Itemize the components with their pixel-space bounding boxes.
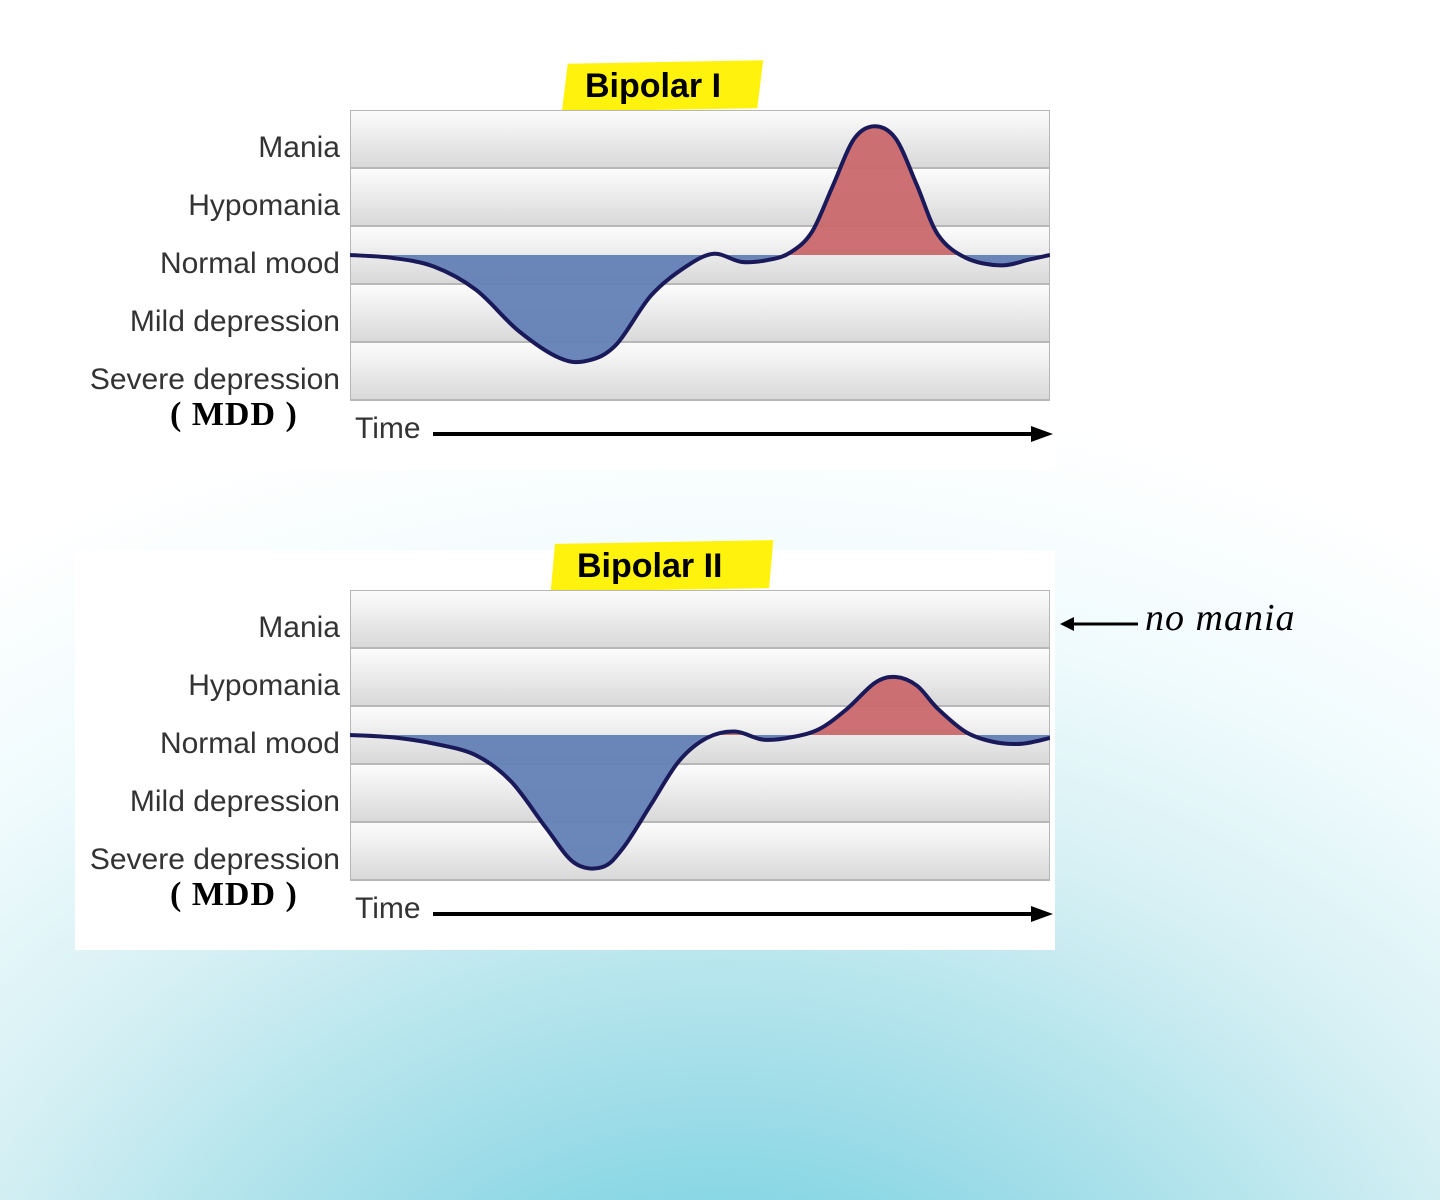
no-mania-annotation: no mania: [1145, 596, 1296, 640]
ylabel-milddep-2: Mild depression: [130, 785, 340, 819]
ylabel-severedep-2: Severe depression: [90, 843, 340, 877]
ylabel-milddep: Mild depression: [130, 305, 340, 339]
chart-svg-bp2: [350, 590, 1050, 890]
ylabel-hypomania-2: Hypomania: [188, 669, 340, 703]
ylabel-normal-2: Normal mood: [160, 727, 340, 761]
ylabel-mania: Mania: [258, 131, 340, 165]
ylabel-normal: Normal mood: [160, 247, 340, 281]
time-arrow-bp2: [433, 904, 1053, 924]
x-axis-label-bp2: Time: [355, 892, 421, 926]
no-mania-arrow: [1060, 612, 1140, 636]
time-arrow-bp1: [433, 424, 1053, 444]
chart-title-bp1: Bipolar I: [575, 65, 731, 108]
chart-svg-bp1: [350, 110, 1050, 410]
panel-bipolar-2: Bipolar II Mania Hypomania Normal mood M…: [75, 550, 1055, 950]
mdd-annotation-bp2: ( MDD ): [170, 876, 298, 914]
chart-title-bp2: Bipolar II: [567, 545, 732, 588]
ylabel-hypomania: Hypomania: [188, 189, 340, 223]
ylabel-severedep: Severe depression: [90, 363, 340, 397]
panel-bipolar-1: Bipolar I Mania Hypomania Normal mood Mi…: [75, 70, 1055, 470]
ylabel-mania-2: Mania: [258, 611, 340, 645]
x-axis-label-bp1: Time: [355, 412, 421, 446]
mdd-annotation-bp1: ( MDD ): [170, 396, 298, 434]
